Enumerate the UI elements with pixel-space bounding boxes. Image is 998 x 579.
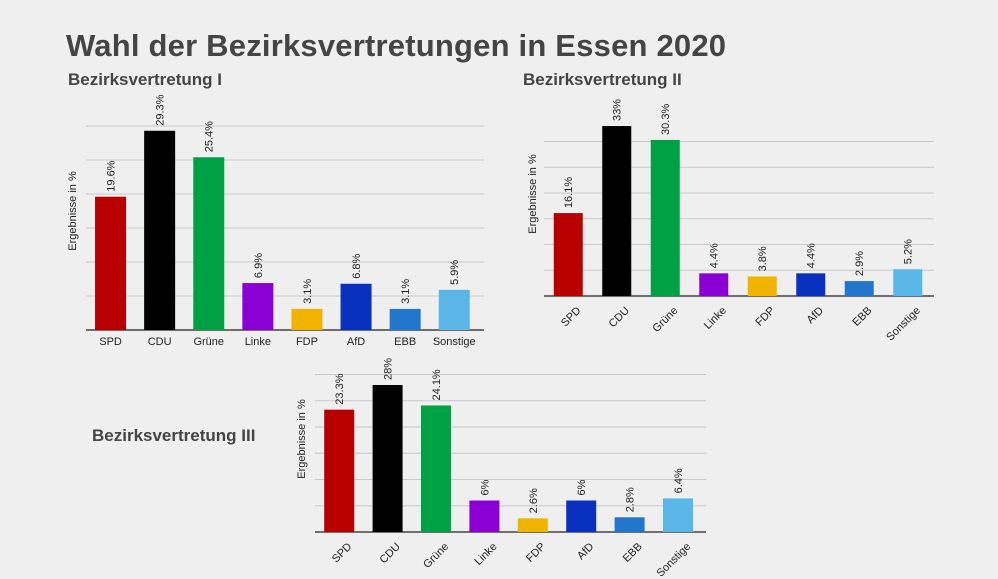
- bar-afd: [796, 273, 826, 296]
- data-label: 4.4%: [709, 243, 721, 268]
- data-label: 6%: [576, 479, 588, 495]
- bar-grüne: [421, 405, 451, 532]
- bar-sonstige: [893, 269, 923, 296]
- x-tick-label: Grüne: [193, 336, 224, 348]
- x-tick-label: Sonstige: [654, 541, 693, 579]
- y-axis-label: Ergebnisse in %: [527, 154, 539, 234]
- bar-fdp: [747, 276, 777, 296]
- chart-title-bezirk-1: Bezirksvertretung I: [68, 70, 222, 89]
- data-label: 4.4%: [806, 243, 818, 268]
- data-label: 3.1%: [400, 279, 412, 304]
- data-label: 2.8%: [625, 487, 637, 512]
- x-tick-label: SPD: [330, 541, 355, 566]
- bar-spd: [324, 409, 355, 532]
- x-tick-label: Linke: [245, 336, 271, 348]
- data-label: 24.1%: [431, 369, 443, 400]
- data-label: 6.4%: [673, 468, 685, 493]
- bar-fdp: [517, 518, 548, 532]
- bar-linke: [242, 283, 274, 330]
- x-tick-label: EBB: [621, 541, 645, 565]
- x-tick-label: Linke: [473, 541, 500, 568]
- data-label: 33%: [612, 99, 624, 121]
- data-label: 29.3%: [155, 94, 167, 125]
- bar-ebb: [614, 517, 645, 532]
- data-label: 23.3%: [334, 373, 346, 404]
- data-label: 5.2%: [903, 239, 915, 264]
- x-tick-label: AfD: [575, 541, 596, 562]
- page-title: Wahl der Bezirksvertretungen in Essen 20…: [66, 28, 727, 63]
- data-label: 6%: [479, 479, 491, 495]
- bar-sonstige: [438, 289, 470, 330]
- bar-cdu: [372, 385, 403, 532]
- data-label: 6.9%: [253, 253, 265, 278]
- data-label: 3.8%: [757, 246, 769, 271]
- bar-spd: [95, 196, 127, 330]
- x-tick-label: AfD: [347, 336, 365, 348]
- bar-spd: [553, 213, 583, 296]
- data-label: 3.1%: [302, 279, 314, 304]
- x-tick-label: CDU: [148, 336, 172, 348]
- data-label: 5.9%: [449, 260, 461, 285]
- bar-afd: [566, 500, 597, 532]
- x-tick-label: FDP: [296, 336, 318, 348]
- data-label: 2.6%: [528, 488, 540, 513]
- bar-ebb: [844, 281, 874, 296]
- bar-ebb: [389, 308, 421, 330]
- chart-title-bezirk-2: Bezirksvertretung II: [523, 70, 682, 89]
- data-label: 28%: [383, 358, 395, 380]
- bar-grüne: [650, 139, 680, 296]
- data-label: 19.6%: [106, 160, 118, 191]
- data-label: 2.9%: [854, 251, 866, 276]
- chart-title-bezirk-3: Bezirksvertretung III: [92, 426, 256, 445]
- x-tick-label: Sonstige: [433, 336, 476, 348]
- bar-afd: [340, 283, 372, 330]
- x-tick-label: EBB: [394, 336, 416, 348]
- x-tick-label: Grüne: [421, 541, 451, 571]
- bar-cdu: [144, 130, 176, 330]
- data-label: 25.4%: [204, 121, 216, 152]
- data-label: 16.1%: [563, 177, 575, 208]
- y-axis-label: Ergebnisse in %: [67, 171, 79, 251]
- bar-grüne: [193, 157, 225, 330]
- x-tick-label: CDU: [377, 541, 402, 566]
- bar-fdp: [291, 308, 323, 330]
- bar-cdu: [602, 126, 632, 296]
- data-label: 6.8%: [351, 253, 363, 278]
- x-tick-label: SPD: [99, 336, 122, 348]
- bar-linke: [699, 273, 729, 296]
- data-label: 30.3%: [660, 104, 672, 135]
- bar-sonstige: [663, 498, 693, 532]
- x-tick-label: FDP: [524, 541, 548, 565]
- bar-linke: [469, 500, 500, 532]
- y-axis-label: Ergebnisse in %: [296, 399, 308, 479]
